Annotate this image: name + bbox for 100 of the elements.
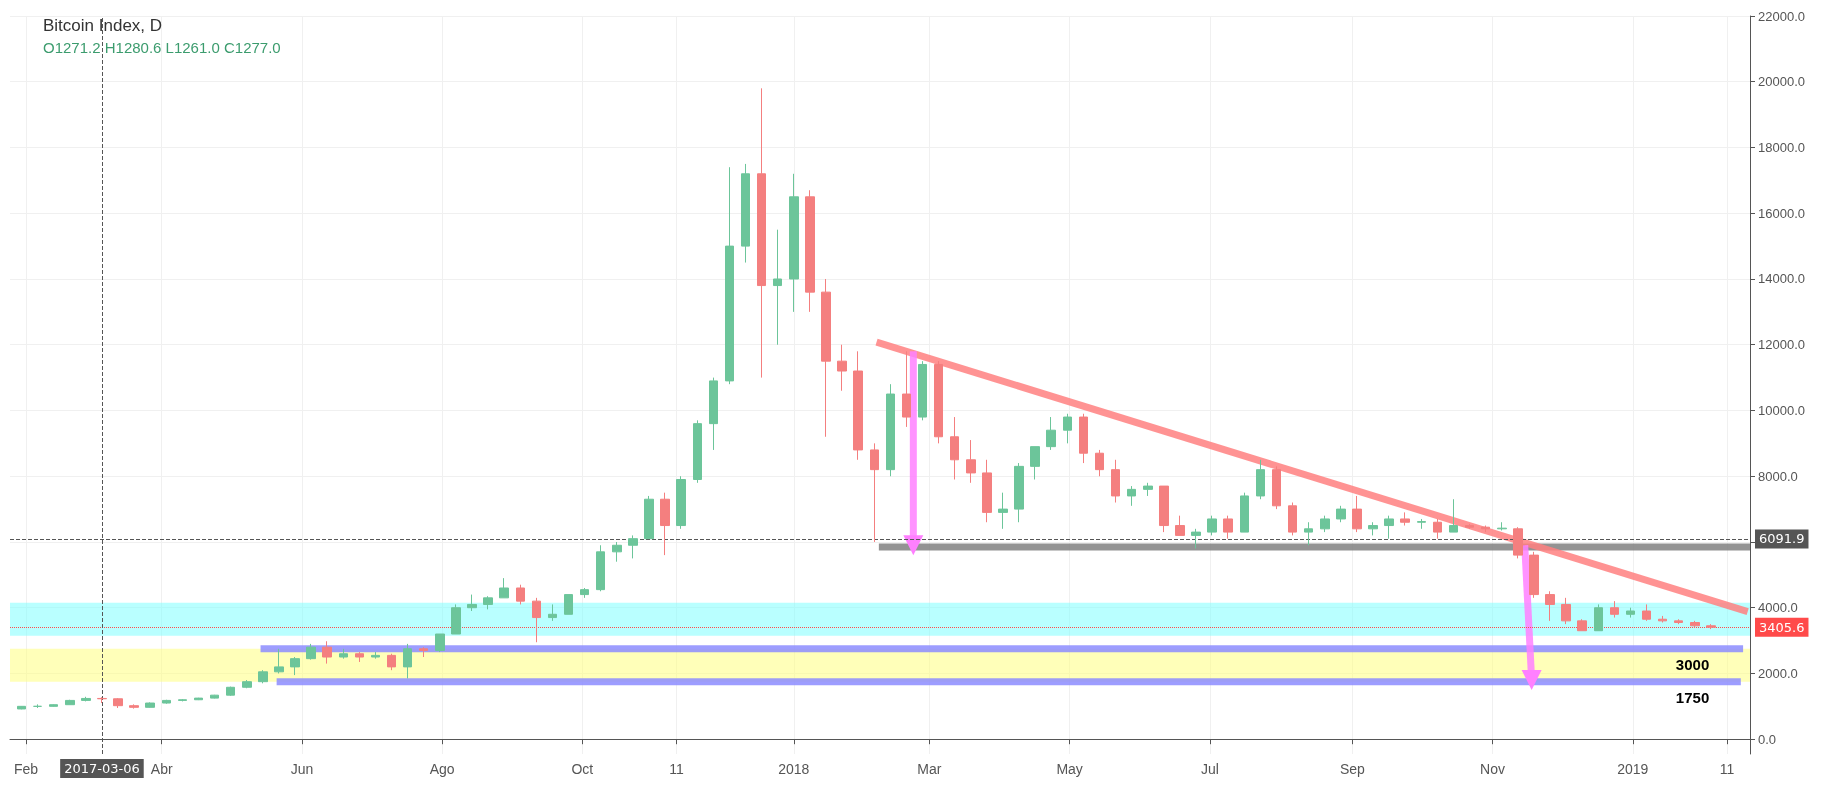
x-tick-label: Feb xyxy=(14,761,39,777)
candlestick xyxy=(1529,551,1539,599)
candlestick xyxy=(1400,511,1410,527)
candlestick xyxy=(322,640,332,665)
candlestick xyxy=(1384,515,1394,540)
candlestick xyxy=(1159,485,1169,533)
x-tick-label: Mar xyxy=(917,761,942,777)
candlestick xyxy=(1143,482,1153,497)
candlestick xyxy=(564,594,573,615)
candlestick xyxy=(757,87,766,379)
candlestick xyxy=(950,416,959,481)
candlestick xyxy=(1320,515,1330,533)
y-tick-label: 0.0 xyxy=(1758,731,1777,747)
candlestick xyxy=(1368,521,1378,536)
candlestick xyxy=(660,492,670,556)
candlestick xyxy=(403,643,412,679)
candlestick xyxy=(628,534,638,559)
candlestick xyxy=(1240,492,1249,533)
x-tick-label: Nov xyxy=(1480,761,1506,777)
candlestick xyxy=(17,705,26,710)
candlestick xyxy=(1079,413,1088,464)
candlestick xyxy=(1272,465,1281,510)
candlestick xyxy=(821,278,831,438)
x-tick-label: Jun xyxy=(290,761,314,777)
x-tick-label: 11 xyxy=(669,761,685,777)
x-tick-label: Abr xyxy=(150,761,173,777)
candlestick xyxy=(81,696,91,702)
candlestick xyxy=(162,699,171,705)
candlestick xyxy=(1561,597,1571,625)
candlestick xyxy=(113,697,123,709)
candlestick xyxy=(1046,416,1056,451)
candlestick xyxy=(1014,462,1024,523)
candlestick xyxy=(837,344,847,392)
candlestick xyxy=(49,703,58,708)
annotation: 3000 xyxy=(1675,656,1710,674)
ref-line-label: 6091.9 xyxy=(1759,531,1805,547)
candlestick xyxy=(1030,446,1040,481)
candlestick xyxy=(1610,600,1619,619)
ref-line-label: 2017-03-06 xyxy=(64,761,140,776)
chart-title: Bitcoin Index, D xyxy=(43,16,163,35)
ref-line-label: 3405.6 xyxy=(1759,619,1805,635)
candlestick xyxy=(532,597,541,643)
candlestick xyxy=(725,166,734,385)
x-tick-label: May xyxy=(1056,761,1083,777)
candlestick xyxy=(676,475,686,530)
candlestick xyxy=(129,703,139,710)
candlestick xyxy=(145,701,155,709)
candlestick xyxy=(870,442,879,543)
y-tick-label: 4000.0 xyxy=(1758,600,1798,616)
y-tick-label: 8000.0 xyxy=(1758,468,1798,484)
candlestick xyxy=(966,439,976,484)
candlestick xyxy=(902,350,911,428)
candlestick xyxy=(242,679,252,689)
candlestick xyxy=(435,633,445,653)
candlestick xyxy=(1674,618,1683,625)
candlestick xyxy=(644,495,654,540)
candlestick xyxy=(355,651,364,663)
candlestick xyxy=(499,577,509,599)
x-tick-label: Jul xyxy=(1200,761,1219,777)
candlestick xyxy=(709,377,718,451)
candlestick xyxy=(1658,615,1667,624)
candlestick xyxy=(339,648,348,660)
candlestick xyxy=(1352,495,1362,533)
y-tick-label: 2000.0 xyxy=(1758,665,1798,681)
candlestick xyxy=(1063,413,1072,444)
candlestick xyxy=(741,163,750,264)
candlestick xyxy=(1127,485,1136,507)
candlestick xyxy=(387,653,396,671)
candlestick xyxy=(1288,502,1297,536)
candlestick xyxy=(516,584,525,605)
candlestick xyxy=(773,229,782,346)
candlestick xyxy=(1223,515,1233,540)
candlestick xyxy=(693,419,702,484)
candlestick xyxy=(998,492,1008,530)
x-tick-label: Ago xyxy=(429,761,455,777)
candlestick xyxy=(1706,623,1716,630)
x-tick-label: Oct xyxy=(571,761,594,777)
candlestick xyxy=(194,697,203,701)
candlestick xyxy=(371,651,380,660)
candlestick xyxy=(419,646,428,658)
candlestick xyxy=(548,603,557,622)
candlestick xyxy=(65,699,75,706)
candlestick xyxy=(1465,523,1474,530)
y-tick-label: 12000.0 xyxy=(1758,337,1805,353)
candlestick xyxy=(1207,515,1217,536)
candlestick xyxy=(1304,521,1313,546)
candlestick xyxy=(274,648,284,674)
candlestick xyxy=(1175,515,1185,536)
candlestick xyxy=(612,541,622,563)
x-tick-label: 2019 xyxy=(1617,761,1649,777)
y-tick-label: 10000.0 xyxy=(1758,402,1805,418)
candlestick xyxy=(483,595,493,610)
candlestick xyxy=(805,189,815,313)
candlestick xyxy=(886,383,895,477)
y-tick-label: 14000.0 xyxy=(1758,271,1805,287)
candlestick xyxy=(451,603,461,635)
candlestick xyxy=(1642,603,1651,622)
candlestick xyxy=(596,544,605,592)
candlestick xyxy=(1336,505,1346,523)
x-tick-label: Sep xyxy=(1339,761,1366,777)
